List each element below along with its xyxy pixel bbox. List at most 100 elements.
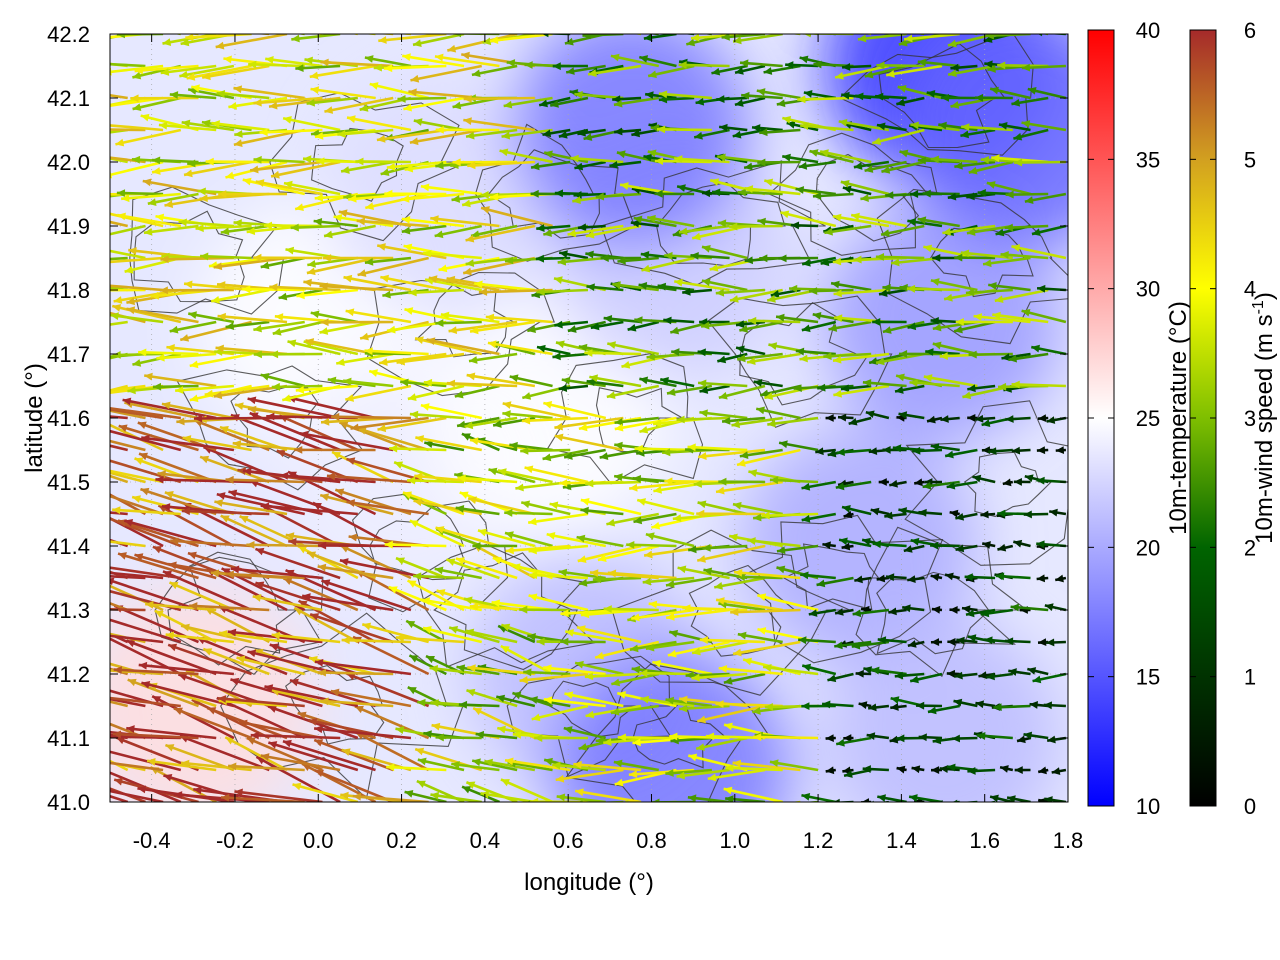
wind-vector xyxy=(138,348,199,357)
wind-vector xyxy=(540,34,571,38)
wind-vector-shaft xyxy=(587,64,642,76)
wind-vector-head xyxy=(451,195,461,203)
wind-vector-head xyxy=(759,128,768,137)
wind-vector-head xyxy=(688,545,697,554)
wind-vector xyxy=(834,640,872,650)
wind-vector xyxy=(982,256,1031,268)
wind-vector-shaft xyxy=(732,34,783,43)
wind-vector-head xyxy=(221,793,230,802)
wind-vector xyxy=(110,601,129,612)
wind-vector-shaft xyxy=(110,601,129,612)
wind-vector xyxy=(864,64,907,79)
wind-vector-shaft xyxy=(121,192,181,201)
wind-vector-head xyxy=(423,378,433,387)
wind-vector-head xyxy=(458,700,468,709)
wind-vector-head xyxy=(438,264,448,273)
wind-vector-head xyxy=(357,269,367,277)
wind-vector-head xyxy=(295,203,304,211)
wind-vector-head xyxy=(557,26,566,34)
wind-vector-head xyxy=(502,401,512,409)
wind-vector-shaft xyxy=(324,96,394,113)
wind-vector xyxy=(678,224,730,236)
wind-vector-head xyxy=(764,702,774,711)
wind-vector-head xyxy=(674,278,683,287)
wind-vector xyxy=(520,500,571,516)
wind-vector xyxy=(801,256,837,267)
wind-vector-shaft xyxy=(832,352,890,363)
wind-vector-head xyxy=(521,416,531,425)
wind-vector-head xyxy=(813,60,822,69)
wind-vector-shaft xyxy=(636,498,695,516)
wind-vector xyxy=(489,34,553,45)
wind-vector-head xyxy=(113,666,122,674)
wind-vector-head xyxy=(211,120,220,128)
wind-vector-head xyxy=(1008,354,1018,363)
wind-vector-shaft xyxy=(678,63,730,68)
wind-vector xyxy=(715,597,783,612)
wind-vector xyxy=(932,341,978,356)
wind-vector-head xyxy=(484,758,494,767)
wind-vector xyxy=(717,153,766,164)
wind-vector xyxy=(875,352,925,366)
wind-vector xyxy=(111,304,182,324)
wind-vector-shaft xyxy=(501,128,553,138)
wind-vector xyxy=(110,320,128,326)
wind-vector-head xyxy=(1037,34,1043,37)
wind-vector-head xyxy=(253,98,262,107)
wind-vector-head xyxy=(1027,87,1037,95)
wind-vector-shaft xyxy=(110,256,111,258)
wind-vector-head xyxy=(938,121,947,130)
wind-vector-shaft xyxy=(652,800,659,802)
wind-vector-shaft xyxy=(110,444,129,452)
wind-vector-head xyxy=(967,384,976,393)
wind-vector-head xyxy=(648,600,658,609)
wind-vector xyxy=(500,644,554,676)
wind-vector-head xyxy=(666,388,676,396)
wind-vector-head xyxy=(646,352,655,361)
wind-vector-head xyxy=(314,132,324,140)
wind-vector-shaft xyxy=(309,612,394,644)
wind-vector xyxy=(906,284,960,293)
wind-vector-head xyxy=(380,168,390,176)
wind-vector xyxy=(1010,603,1049,612)
wind-vector xyxy=(912,446,943,455)
wind-vector xyxy=(565,629,624,644)
wind-vector xyxy=(574,90,624,100)
wind-vector-head xyxy=(62,397,71,405)
wind-vector-head xyxy=(761,511,770,520)
wind-vector xyxy=(994,288,1049,304)
wind-vector-shaft xyxy=(293,606,359,644)
wind-vector-head xyxy=(219,425,229,434)
wind-vector xyxy=(875,253,925,261)
wind-vector xyxy=(233,85,305,100)
wind-vector-shaft xyxy=(397,96,447,101)
wind-vector-head xyxy=(339,558,349,566)
wind-vector-head xyxy=(466,781,476,789)
wind-vector-head xyxy=(369,18,378,26)
wind-vector-head xyxy=(837,413,847,422)
wind-vector-shaft xyxy=(110,566,181,580)
wind-vector xyxy=(930,443,960,452)
wind-vector-head xyxy=(236,655,246,664)
wind-vector-head xyxy=(797,95,806,104)
wind-vector-head xyxy=(118,424,128,432)
terrain-contour xyxy=(876,188,1068,345)
wind-vector-shaft xyxy=(881,800,889,802)
wind-vector-shaft xyxy=(554,416,624,429)
wind-vector-head xyxy=(876,122,886,131)
wind-vector xyxy=(1044,796,1067,802)
wind-vector-shaft xyxy=(110,576,111,578)
wind-vector-shaft xyxy=(126,307,199,324)
wind-vector-head xyxy=(96,580,105,587)
wind-vector-head xyxy=(904,34,913,43)
wind-vector-shaft xyxy=(485,315,553,324)
wind-vector-shaft xyxy=(960,251,1013,260)
wind-vector xyxy=(733,568,801,580)
wind-vector-shaft xyxy=(780,211,837,228)
wind-vector xyxy=(404,789,447,802)
wind-vector-head xyxy=(888,607,897,616)
wind-vector xyxy=(947,637,960,646)
wind-vector-head xyxy=(473,708,483,716)
wind-vector-head xyxy=(112,350,121,359)
wind-vector-head xyxy=(621,361,631,369)
